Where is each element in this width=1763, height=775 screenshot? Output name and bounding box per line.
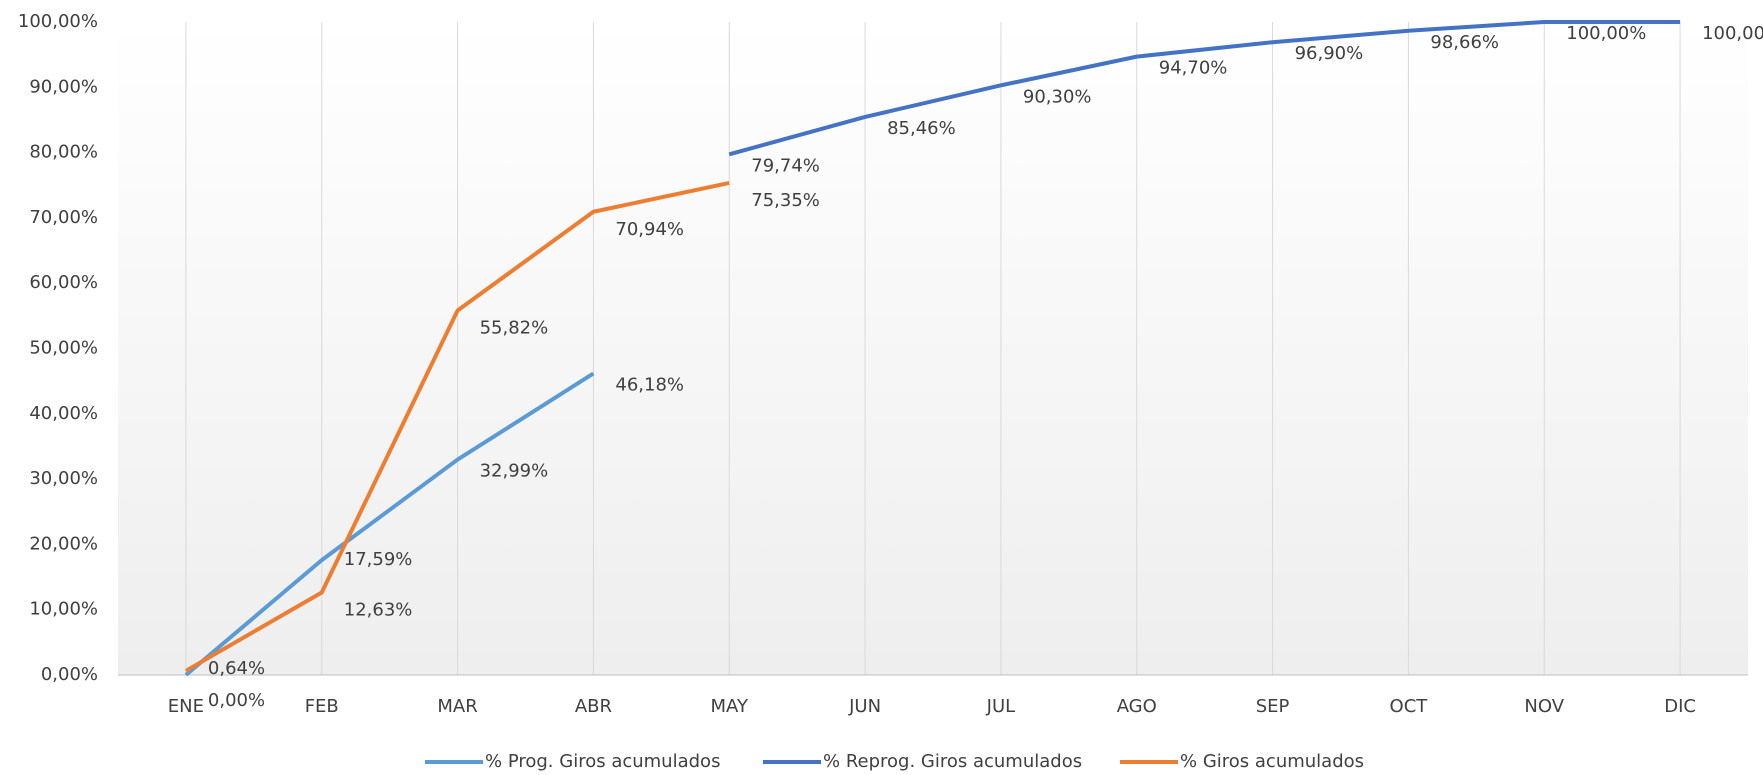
series-line [184,181,730,673]
data-label: 55,82% [480,317,549,338]
y-tick-label: 0,00% [41,664,98,685]
data-label: 96,90% [1295,43,1364,64]
data-label: 17,59% [344,549,413,570]
y-tick-label: 10,00% [29,599,98,620]
data-label: 0,64% [208,658,265,679]
data-label: 75,35% [751,190,820,211]
data-label: 12,63% [344,600,413,621]
y-tick-label: 60,00% [29,272,98,293]
data-label: 98,66% [1430,32,1499,53]
y-tick-label: 80,00% [29,142,98,163]
x-tick-label: ENE [168,696,204,717]
x-tick-label: OCT [1390,696,1429,717]
data-label: 70,94% [615,219,684,240]
y-tick-label: 30,00% [29,468,98,489]
legend-label: % Prog. Giros acumulados [485,751,720,772]
data-label: 46,18% [615,374,684,395]
x-tick-label: AGO [1117,696,1157,717]
data-label: 94,70% [1159,58,1228,79]
data-label: 0,00% [208,690,265,711]
x-tick-label: DIC [1664,696,1696,717]
x-tick-label: JUN [848,696,881,717]
data-label: 100,00% [1566,23,1646,44]
series-line [728,20,1681,157]
data-label: 32,99% [480,461,549,482]
y-tick-label: 70,00% [29,207,98,228]
x-tick-label: ABR [575,696,612,717]
x-tick-label: MAY [711,696,749,717]
y-tick-label: 90,00% [29,76,98,97]
x-tick-label: MAR [437,696,477,717]
x-tick-label: SEP [1256,696,1290,717]
legend-label: % Reprog. Giros acumulados [823,751,1082,772]
data-label: 90,30% [1023,86,1092,107]
x-tick-label: FEB [305,696,339,717]
y-tick-label: 40,00% [29,403,98,424]
x-tick-label: NOV [1524,696,1564,717]
data-label: 85,46% [887,118,956,139]
y-tick-label: 100,00% [18,11,98,32]
y-tick-label: 50,00% [29,338,98,359]
legend-label: % Giros acumulados [1180,751,1364,772]
data-label: 100,00% [1702,23,1763,44]
data-label: 79,74% [751,155,820,176]
plot-area [118,22,1748,675]
x-tick-label: JUL [986,696,1016,717]
y-tick-label: 20,00% [29,533,98,554]
series-line [184,371,595,677]
